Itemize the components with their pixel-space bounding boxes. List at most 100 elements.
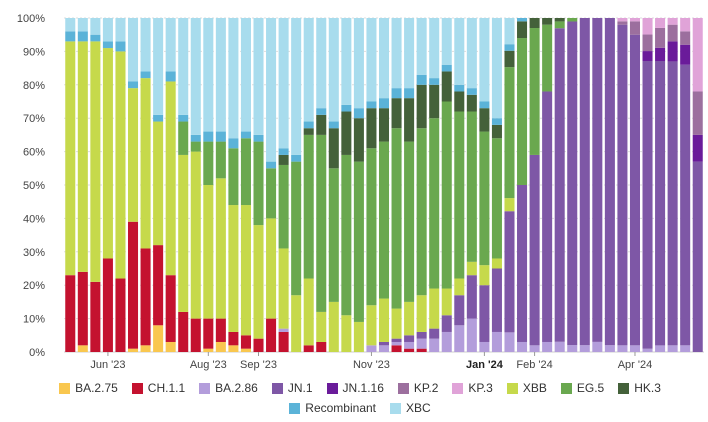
bar-segment-hk-3[interactable] [404,98,415,142]
bar-segment-ba-2-86[interactable] [617,345,628,352]
bar-segment-ch-1-1[interactable] [303,345,314,352]
bar-segment-hk-3[interactable] [479,108,490,132]
bar-segment-hk-3[interactable] [504,50,515,68]
legend-item[interactable]: EG.5 [560,381,604,395]
bar-segment-ba-2-86[interactable] [278,328,289,332]
bar-stack[interactable] [65,18,76,352]
bar-segment-xbb[interactable] [128,88,139,222]
bar-segment-xbc[interactable] [416,18,427,75]
bar-segment-recombinant[interactable] [240,131,251,139]
bar-stack[interactable] [215,18,226,352]
bar-stack[interactable] [153,18,164,352]
bar-segment-xbc[interactable] [504,18,515,45]
bar-stack[interactable] [165,18,176,352]
bar-segment-jn-1[interactable] [617,24,628,346]
bar-segment-ch-1-1[interactable] [165,275,176,342]
bar-segment-xbc[interactable] [240,18,251,132]
bar-segment-xbb[interactable] [479,265,490,286]
bar-segment-xbc[interactable] [65,18,76,32]
bar-stack[interactable] [303,18,314,352]
bar-segment-jn-1[interactable] [504,211,515,333]
bar-segment-ch-1-1[interactable] [416,348,427,352]
bar-segment-hk-3[interactable] [529,18,540,29]
bar-segment-xbc[interactable] [77,18,88,32]
bar-segment-hk-3[interactable] [278,154,289,165]
bar-segment-jn-1[interactable] [554,28,565,342]
bar-stack[interactable] [278,18,289,352]
bar-segment-eg-5[interactable] [554,21,565,29]
bar-segment-jn-1[interactable] [667,61,678,346]
bar-segment-eg-5[interactable] [542,24,553,92]
bar-segment-recombinant[interactable] [366,101,377,109]
bar-segment-hk-3[interactable] [353,118,364,162]
bar-segment-ba-2-75[interactable] [203,348,214,352]
bar-segment-ch-1-1[interactable] [90,281,101,352]
bar-segment-xbb[interactable] [416,295,427,332]
bar-segment-recombinant[interactable] [404,88,415,99]
bar-segment-xbb[interactable] [404,301,415,336]
bar-segment-xbb[interactable] [391,308,402,339]
bar-segment-ba-2-86[interactable] [604,345,615,352]
bar-segment-recombinant[interactable] [190,134,201,142]
bar-segment-ch-1-1[interactable] [128,221,139,349]
bar-segment-ba-2-75[interactable] [77,345,88,352]
bar-segment-jn-1[interactable] [441,315,452,332]
bar-stack[interactable] [240,18,251,352]
bar-segment-ba-2-86[interactable] [667,345,678,352]
bar-segment-jn-1-16[interactable] [667,41,678,62]
bar-segment-ch-1-1[interactable] [65,275,76,352]
bar-segment-jn-1-16[interactable] [692,134,703,162]
bar-segment-recombinant[interactable] [253,134,264,142]
bar-segment-recombinant[interactable] [416,74,427,85]
bar-segment-recombinant[interactable] [517,18,528,22]
bar-segment-eg-5[interactable] [228,148,239,206]
bar-segment-xbb[interactable] [65,41,76,276]
bar-segment-jn-1[interactable] [592,18,603,342]
bar-segment-ba-2-86[interactable] [391,341,402,346]
legend-item[interactable]: BA.2.75 [59,381,118,395]
legend-item[interactable]: KP.3 [452,381,493,395]
bar-segment-eg-5[interactable] [215,141,226,179]
bar-stack[interactable] [466,18,477,352]
bar-stack[interactable] [491,18,502,352]
bar-segment-xbc[interactable] [353,18,364,109]
bar-segment-xbb[interactable] [366,305,377,346]
bar-segment-eg-5[interactable] [517,38,528,185]
bar-segment-hk-3[interactable] [316,114,327,135]
bar-segment-kp-3[interactable] [629,18,640,22]
bar-segment-jn-1[interactable] [655,60,666,346]
legend-item[interactable]: XBC [390,401,431,415]
bar-segment-hk-3[interactable] [554,18,565,22]
bar-segment-ba-2-86[interactable] [579,345,590,352]
bar-segment-kp-2[interactable] [629,21,640,35]
bar-segment-jn-1[interactable] [454,295,465,326]
bar-segment-ba-2-86[interactable] [680,345,691,352]
bar-segment-xbc[interactable] [128,18,139,82]
bar-segment-kp-3[interactable] [655,18,666,28]
bar-segment-recombinant[interactable] [77,31,88,42]
bar-segment-ba-2-86[interactable] [592,341,603,352]
bar-segment-ba-2-86[interactable] [504,332,515,352]
bar-stack[interactable] [316,18,327,352]
bar-segment-xbb[interactable] [190,151,201,319]
bar-segment-recombinant[interactable] [353,108,364,119]
bar-segment-ba-2-86[interactable] [416,338,427,349]
bar-segment-eg-5[interactable] [466,111,477,262]
bar-stack[interactable] [115,18,126,352]
bar-segment-hk-3[interactable] [491,124,502,139]
bar-segment-xbc[interactable] [253,18,264,135]
bar-segment-jn-1[interactable] [629,34,640,346]
bar-segment-recombinant[interactable] [454,84,465,92]
bar-segment-eg-5[interactable] [567,18,578,22]
bar-segment-ch-1-1[interactable] [153,245,164,326]
bar-segment-recombinant[interactable] [153,114,164,122]
bar-segment-kp-3[interactable] [667,18,678,25]
bar-segment-ba-2-86[interactable] [404,341,415,349]
bar-stack[interactable] [529,18,540,352]
bar-segment-ch-1-1[interactable] [77,271,88,346]
bar-segment-jn-1[interactable] [404,335,415,342]
bar-segment-jn-1[interactable] [391,338,402,342]
legend-item[interactable]: HK.3 [618,381,661,395]
bar-segment-ba-2-86[interactable] [454,325,465,352]
bar-segment-hk-3[interactable] [328,128,339,169]
